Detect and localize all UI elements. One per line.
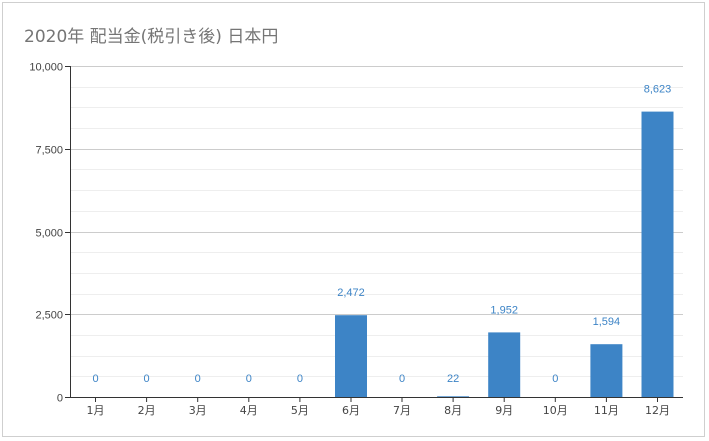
data-label: 0 bbox=[399, 373, 405, 385]
bar bbox=[590, 344, 623, 397]
x-tick-label: 5月 bbox=[291, 404, 309, 417]
gridlines bbox=[70, 66, 683, 377]
labels: 0 2,500 5,000 7,500 10,000 0 1月 0 2月 0 3月 0 4月 0 5月 2,4… bbox=[29, 62, 671, 418]
data-label: 0 bbox=[297, 373, 303, 385]
x-tick-label: 3月 bbox=[189, 404, 207, 417]
x-tick-label: 7月 bbox=[393, 404, 411, 417]
y-tick-label: 5,000 bbox=[35, 228, 63, 240]
y-tick-label: 2,500 bbox=[35, 310, 63, 322]
x-tick-label: 2月 bbox=[138, 404, 156, 417]
bar bbox=[488, 332, 521, 397]
data-label: 1,594 bbox=[593, 316, 621, 328]
x-tick-label: 10月 bbox=[543, 404, 568, 417]
x-tick-label: 1月 bbox=[87, 404, 105, 417]
x-tick-label: 9月 bbox=[495, 404, 513, 417]
chart-title: 2020年 配当金(税引き後) 日本円 bbox=[24, 27, 279, 47]
x-tick-label: 4月 bbox=[240, 404, 258, 417]
data-label: 0 bbox=[92, 373, 98, 385]
bar bbox=[437, 396, 470, 397]
x-tick-label: 8月 bbox=[444, 404, 462, 417]
bars bbox=[335, 111, 674, 397]
y-tick-label: 10,000 bbox=[29, 62, 63, 74]
bar bbox=[641, 111, 674, 397]
data-label: 0 bbox=[144, 373, 150, 385]
data-label: 1,952 bbox=[490, 304, 518, 316]
x-tick-label: 12月 bbox=[645, 404, 670, 417]
data-label: 8,623 bbox=[644, 84, 672, 96]
data-label: 0 bbox=[195, 373, 201, 385]
x-tick-label: 11月 bbox=[594, 404, 619, 417]
data-label: 0 bbox=[246, 373, 252, 385]
bar bbox=[335, 315, 367, 397]
data-label: 22 bbox=[447, 373, 459, 385]
y-tick-label: 0 bbox=[57, 393, 63, 405]
x-tick-label: 6月 bbox=[342, 404, 360, 417]
data-label: 0 bbox=[552, 373, 558, 385]
y-tick-label: 7,500 bbox=[35, 145, 63, 157]
axes bbox=[65, 66, 683, 402]
data-label: 2,472 bbox=[337, 287, 365, 299]
